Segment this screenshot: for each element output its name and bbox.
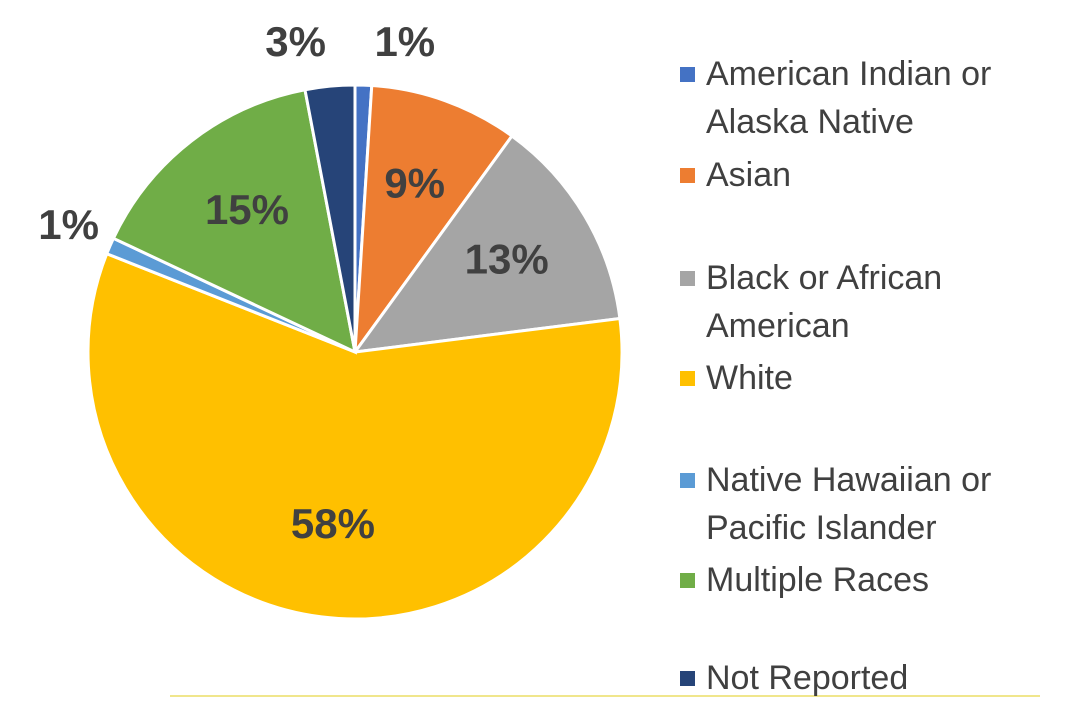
data-label: 1% [374,18,435,65]
legend-label: Native Hawaiian or Pacific Islander [706,461,992,547]
legend-label: White [706,359,793,397]
pie-slice [111,87,358,355]
legend-swatch [680,371,695,386]
legend-swatch [680,271,695,286]
legend-label: Multiple Races [706,561,929,599]
pie-slice [303,83,357,353]
legend-swatch [680,168,695,183]
pie-slice [353,83,515,358]
data-label: 15% [205,186,289,233]
legend-label: Asian [706,156,792,194]
legend-swatch [680,671,695,686]
data-label: 13% [465,235,549,282]
legend-swatch [680,473,695,488]
data-label: 1% [38,201,99,248]
legend-label: American Indian or Alaska Native [706,55,992,141]
pie-slice [86,251,624,621]
legend-label: Black or African American [706,259,943,345]
data-label: 9% [384,159,445,206]
legend-swatch [680,67,695,82]
legend-label: Not Reported [706,659,909,697]
data-label: 3% [265,18,326,65]
pie-slice [351,133,622,354]
data-label: 58% [291,500,375,547]
legend-swatch [680,573,695,588]
